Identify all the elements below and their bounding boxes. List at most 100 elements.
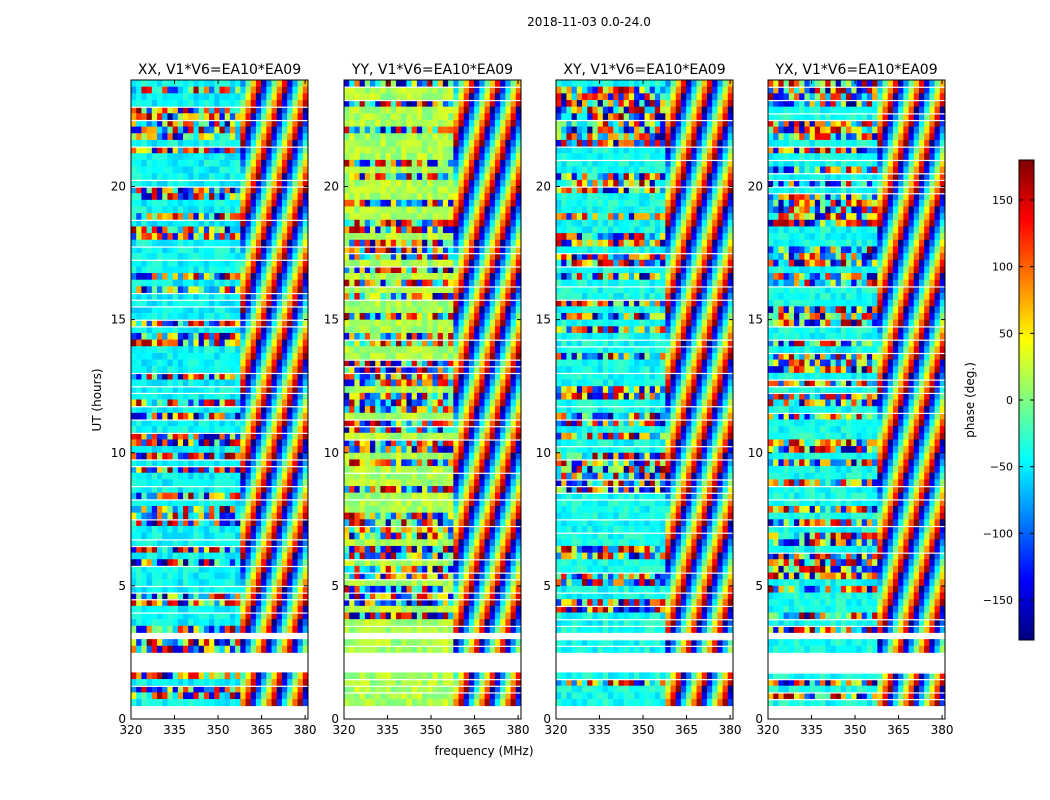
heatmap-cell — [349, 279, 355, 287]
heatmap-cell — [172, 572, 179, 580]
heatmap-cell — [141, 612, 148, 620]
heatmap-cell — [474, 213, 480, 221]
scan-gap — [131, 685, 308, 687]
heatmap-cell — [271, 299, 278, 307]
heatmap-cell — [203, 559, 210, 567]
heatmap-cell — [167, 239, 174, 247]
heatmap-cell — [255, 552, 262, 560]
heatmap-cell — [193, 166, 200, 174]
heatmap-cell — [224, 279, 231, 287]
heatmap-cell — [250, 306, 257, 314]
heatmap-cell — [146, 459, 153, 467]
heatmap-cell — [172, 399, 179, 407]
heatmap-cell — [510, 159, 517, 167]
heatmap-cell — [505, 253, 511, 261]
heatmap-cell — [385, 366, 392, 374]
heatmap-cell — [157, 585, 163, 593]
heatmap-cell — [229, 193, 236, 201]
heatmap-cell — [261, 146, 267, 154]
heatmap-cell — [167, 452, 174, 460]
heatmap-cell — [219, 146, 226, 154]
heatmap-cell — [510, 113, 517, 121]
heatmap-cell — [250, 259, 257, 267]
heatmap-cell — [287, 452, 293, 460]
heatmap-cell — [193, 439, 200, 447]
heatmap-cell — [157, 499, 163, 507]
heatmap-cell — [266, 406, 272, 414]
heatmap-cell — [442, 366, 449, 374]
heatmap-cell — [271, 153, 278, 161]
heatmap-cell — [141, 565, 148, 573]
heatmap-cell — [422, 319, 428, 327]
heatmap-cell — [390, 332, 397, 340]
heatmap-cell — [183, 186, 189, 194]
heatmap-cell — [157, 253, 163, 261]
heatmap-cell — [500, 306, 506, 314]
heatmap-cell — [468, 253, 475, 261]
heatmap-cell — [276, 119, 283, 127]
heatmap-cell — [131, 239, 137, 247]
heatmap-cell — [281, 106, 288, 114]
heatmap-cell — [131, 346, 137, 354]
heatmap-cell — [136, 419, 142, 427]
heatmap-cell — [458, 239, 465, 247]
heatmap-cell — [437, 113, 444, 121]
heatmap-cell — [380, 259, 387, 267]
heatmap-cell — [157, 306, 163, 314]
heatmap-cell — [510, 359, 517, 367]
heatmap-cell — [281, 312, 288, 321]
heatmap-cell — [162, 625, 168, 633]
heatmap-cell — [131, 206, 137, 214]
heatmap-cell — [131, 146, 137, 154]
heatmap-cell — [302, 173, 309, 181]
heatmap-cell — [463, 153, 470, 161]
heatmap-cell — [255, 379, 262, 387]
heatmap-cell — [167, 545, 174, 553]
heatmap-cell — [235, 99, 241, 108]
heatmap-cell — [364, 139, 371, 147]
heatmap-cell — [188, 685, 194, 693]
heatmap-cell — [271, 532, 278, 540]
heatmap-cell — [214, 579, 220, 587]
heatmap-cell — [468, 113, 475, 121]
heatmap-cell — [177, 233, 184, 241]
heatmap-cell — [183, 372, 189, 380]
heatmap-cell — [146, 213, 153, 221]
heatmap-cell — [281, 472, 288, 480]
heatmap-cell — [479, 113, 485, 121]
heatmap-cell — [167, 579, 174, 587]
heatmap-cell — [370, 233, 376, 241]
heatmap-cell — [349, 213, 355, 221]
heatmap-cell — [479, 346, 485, 354]
heatmap-cell — [370, 133, 376, 141]
heatmap-cell — [219, 492, 226, 500]
heatmap-cell — [427, 279, 433, 287]
heatmap-cell — [344, 239, 350, 247]
heatmap-cell — [359, 219, 366, 227]
heatmap-cell — [375, 213, 381, 221]
heatmap-cell — [370, 126, 376, 134]
heatmap-cell — [245, 559, 252, 567]
heatmap-cell — [281, 346, 288, 354]
heatmap-cell — [297, 472, 304, 480]
heatmap-cell — [177, 186, 184, 194]
heatmap-cell — [255, 506, 262, 514]
heatmap-cell — [250, 419, 257, 427]
heatmap-cell — [442, 273, 449, 281]
heatmap-cell — [146, 126, 153, 134]
heatmap-cell — [157, 133, 163, 141]
heatmap-cell — [505, 173, 511, 181]
heatmap-cell — [240, 319, 246, 327]
heatmap-cell — [370, 392, 376, 400]
heatmap-cell — [250, 159, 257, 167]
heatmap-cell — [167, 246, 174, 254]
heatmap-cell — [266, 492, 272, 500]
heatmap-cell — [261, 512, 267, 520]
heatmap-cell — [416, 299, 423, 307]
heatmap-cell — [255, 119, 262, 127]
heatmap-cell — [245, 545, 252, 553]
heatmap-cell — [167, 159, 174, 167]
heatmap-cell — [411, 352, 418, 360]
heatmap-cell — [370, 119, 376, 127]
heatmap-cell — [255, 186, 262, 194]
